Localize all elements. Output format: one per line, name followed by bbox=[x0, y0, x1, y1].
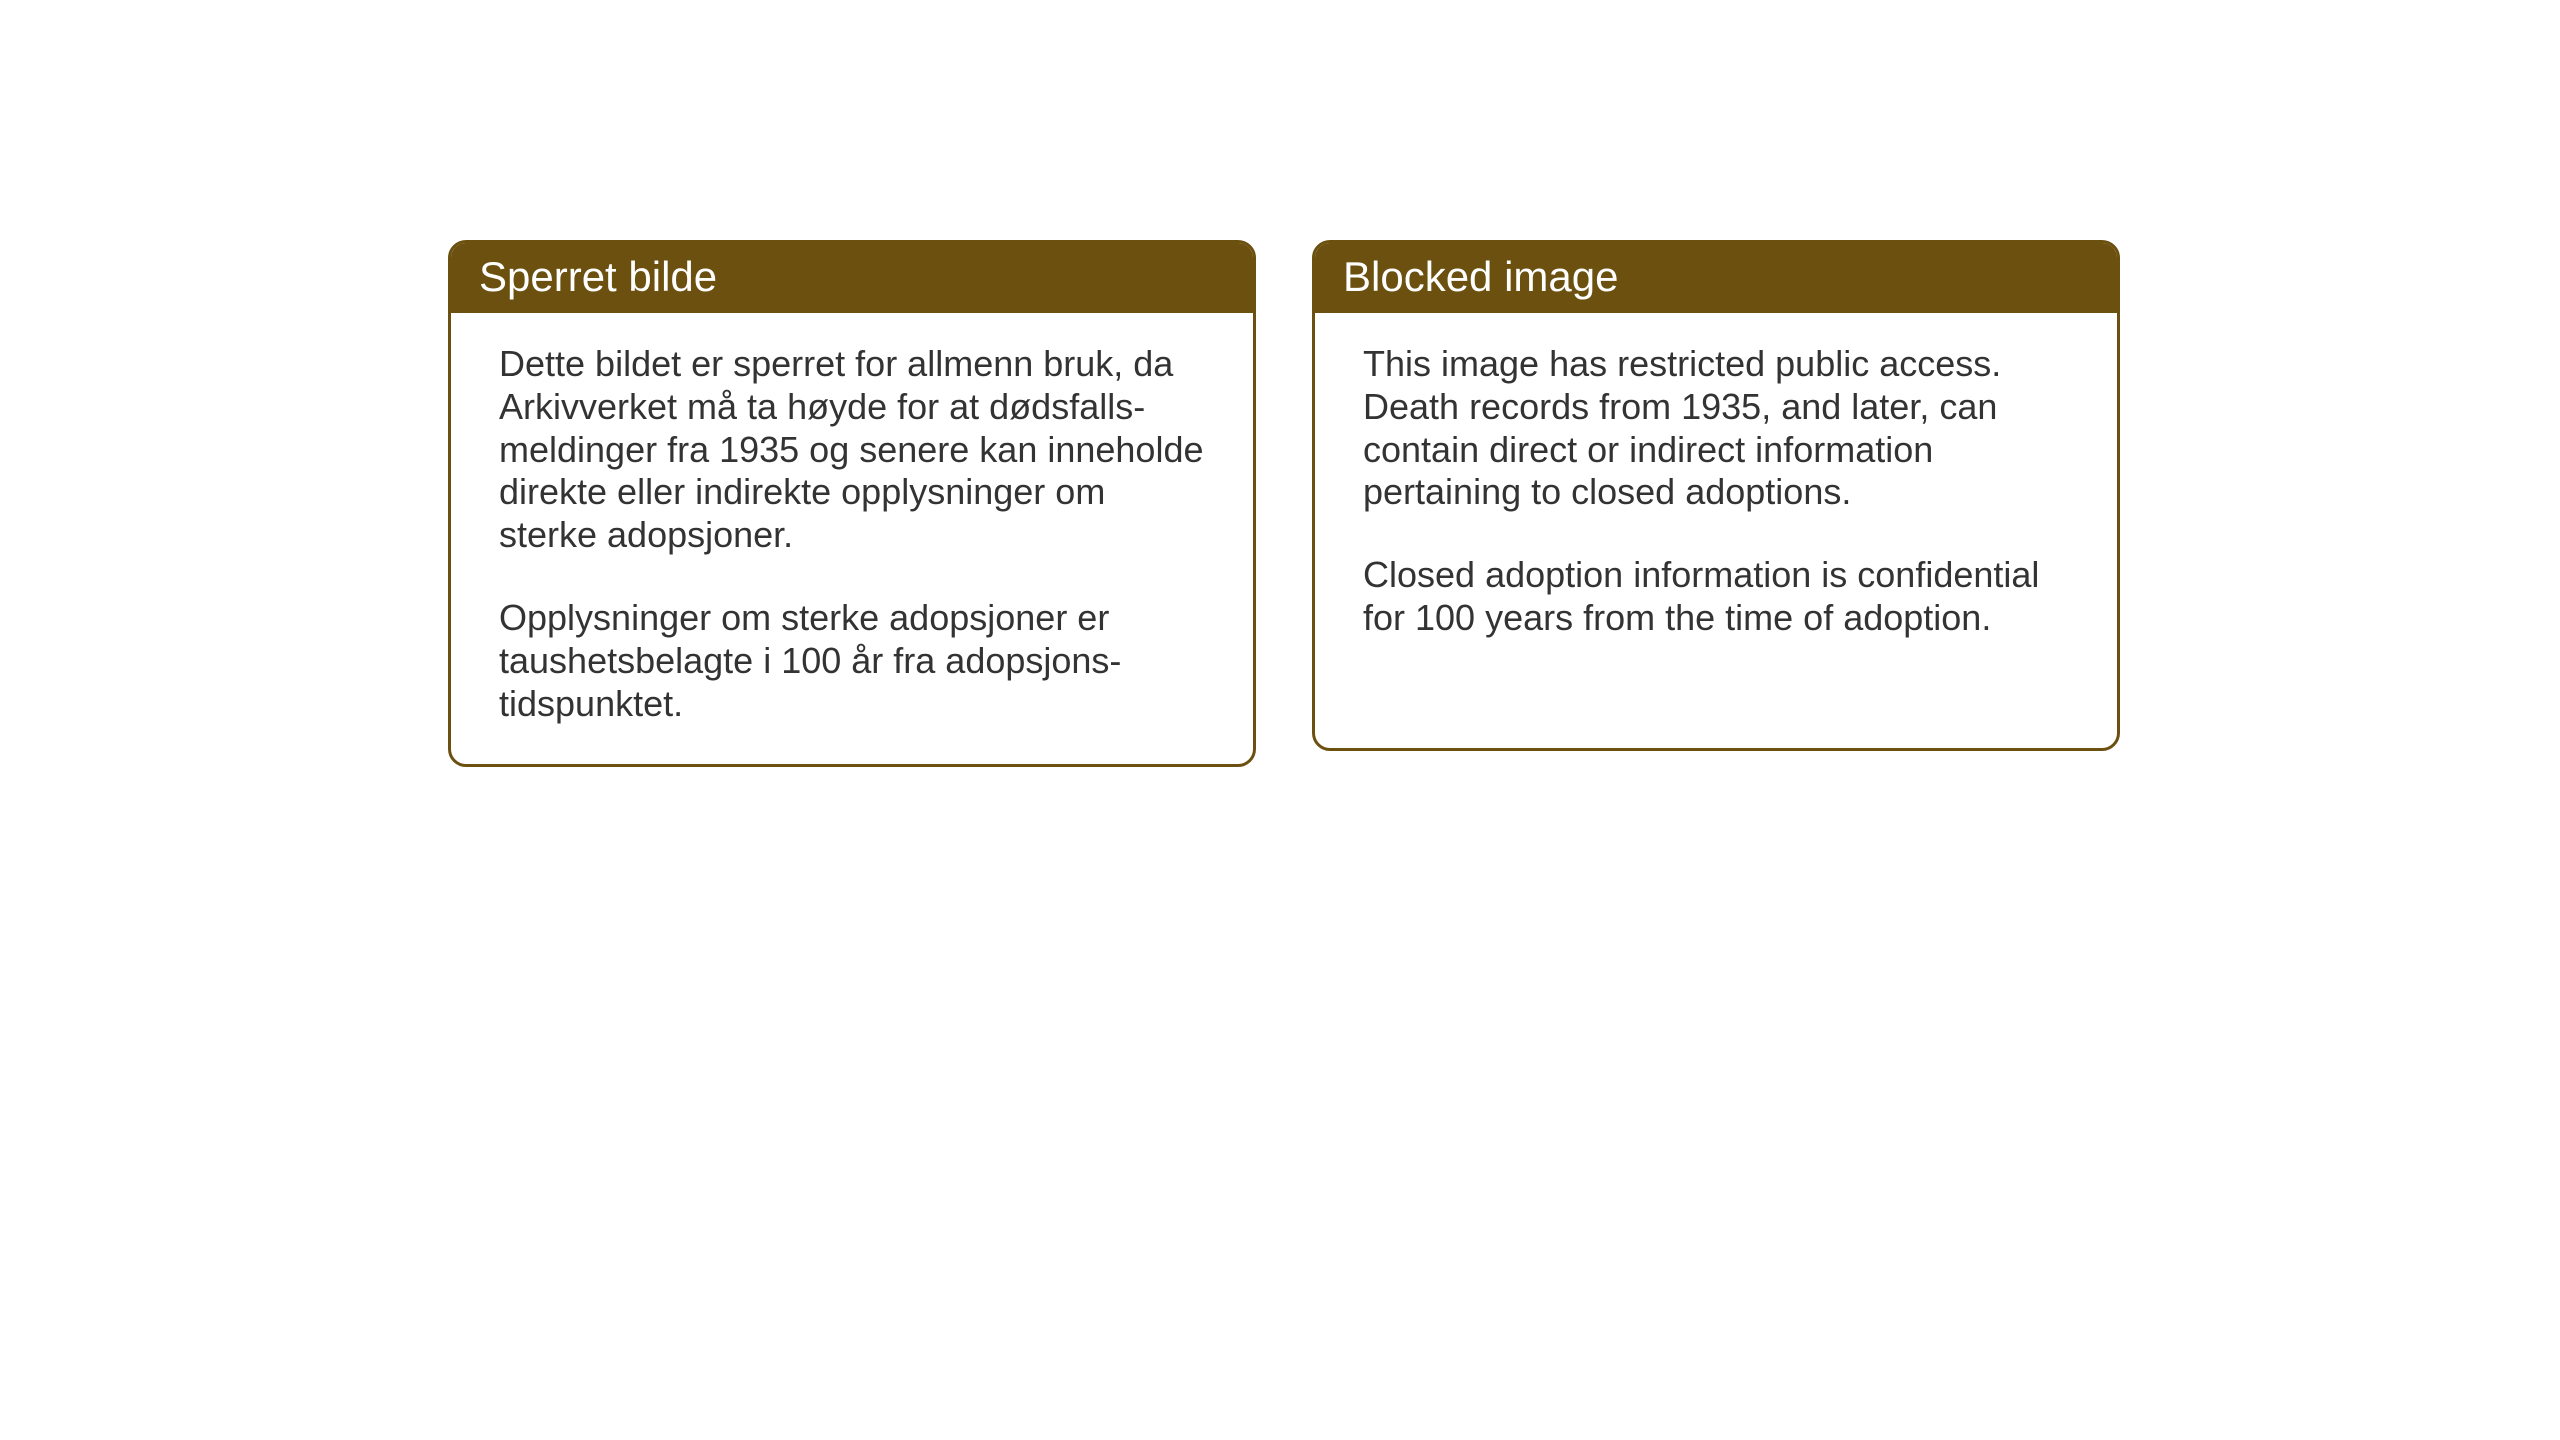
card-paragraph-2-norwegian: Opplysninger om sterke adopsjoner er tau… bbox=[499, 597, 1209, 725]
card-norwegian: Sperret bilde Dette bildet er sperret fo… bbox=[448, 240, 1256, 767]
card-english: Blocked image This image has restricted … bbox=[1312, 240, 2120, 751]
card-container: Sperret bilde Dette bildet er sperret fo… bbox=[0, 0, 2560, 767]
card-title-english: Blocked image bbox=[1343, 253, 1618, 300]
card-header-english: Blocked image bbox=[1315, 243, 2117, 313]
card-paragraph-2-english: Closed adoption information is confident… bbox=[1363, 554, 2073, 640]
card-title-norwegian: Sperret bilde bbox=[479, 253, 717, 300]
card-header-norwegian: Sperret bilde bbox=[451, 243, 1253, 313]
card-body-norwegian: Dette bildet er sperret for allmenn bruk… bbox=[451, 313, 1253, 764]
card-paragraph-1-norwegian: Dette bildet er sperret for allmenn bruk… bbox=[499, 343, 1209, 557]
card-body-english: This image has restricted public access.… bbox=[1315, 313, 2117, 678]
card-paragraph-1-english: This image has restricted public access.… bbox=[1363, 343, 2073, 514]
